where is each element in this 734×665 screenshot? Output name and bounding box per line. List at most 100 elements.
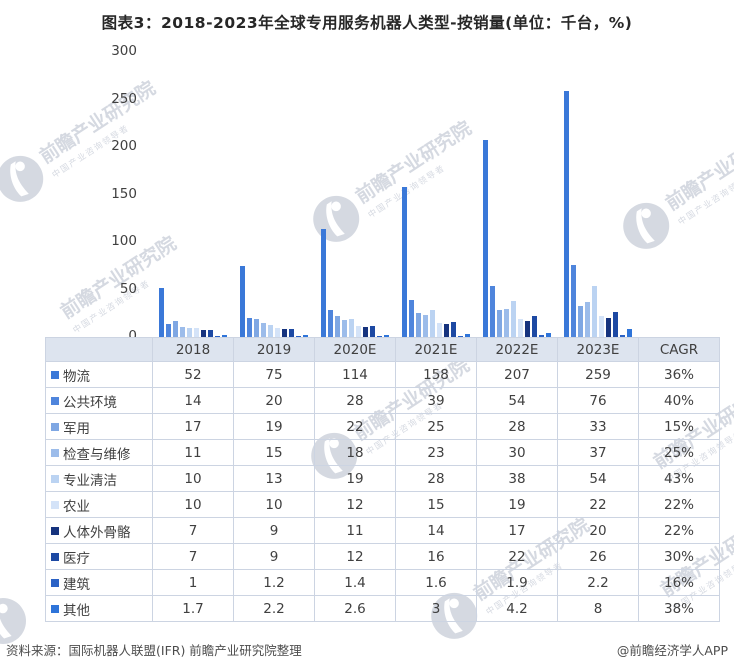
bar-物流-2018 (158, 287, 164, 337)
value-物流-2023E: 259 (557, 361, 639, 388)
bar-建筑-2021E (457, 335, 463, 337)
table-header-CAGR: CAGR (638, 337, 720, 362)
value-建筑-2019: 1.2 (233, 569, 315, 596)
value-公共环境-2021E: 39 (395, 387, 477, 414)
table-header-2020E: 2020E (314, 337, 396, 362)
table-row-医疗: 医疗 7 9 12 16 22 26 30% (45, 543, 720, 570)
legend-key-icon (51, 422, 59, 431)
value-农业-2022E: 19 (476, 491, 558, 518)
bar-plot (152, 52, 638, 337)
watermark-text: 前瞻产业研究院 (661, 123, 734, 215)
cagr-建筑: 16% (638, 569, 720, 596)
series-label-cell: 医疗 (45, 543, 153, 570)
value-农业-2019: 10 (233, 491, 315, 518)
cagr-专业清洁: 43% (638, 465, 720, 492)
bar-农业-2020E (355, 325, 361, 337)
value-建筑-2023E: 2.2 (557, 569, 639, 596)
bar-group-2018 (152, 52, 233, 337)
series-name: 物流 (63, 368, 90, 385)
value-军用-2020E: 22 (314, 413, 396, 440)
cagr-军用: 15% (638, 413, 720, 440)
legend-key-icon (51, 370, 59, 379)
bar-专业清洁-2019 (267, 324, 273, 337)
value-农业-2023E: 22 (557, 491, 639, 518)
value-专业清洁-2023E: 54 (557, 465, 639, 492)
series-label-cell: 农业 (45, 491, 153, 518)
series-name: 人体外骨骼 (63, 524, 131, 541)
table-row-建筑: 建筑 1 1.2 1.4 1.6 1.9 2.2 16% (45, 569, 720, 596)
series-label-cell: 物流 (45, 361, 153, 388)
bar-农业-2018 (193, 327, 199, 337)
value-军用-2023E: 33 (557, 413, 639, 440)
bar-医疗-2018 (207, 330, 213, 337)
cagr-其他: 38% (638, 595, 720, 622)
bar-农业-2023E (598, 316, 604, 337)
legend-key-icon (51, 526, 59, 535)
cagr-人体外骨骼: 22% (638, 517, 720, 544)
value-检查与维修-2021E: 23 (395, 439, 477, 466)
cagr-农业: 22% (638, 491, 720, 518)
value-检查与维修-2023E: 37 (557, 439, 639, 466)
bar-检查与维修-2019 (260, 322, 266, 337)
y-tick-0: 0 (128, 328, 137, 344)
value-建筑-2022E: 1.9 (476, 569, 558, 596)
bar-建筑-2022E (538, 335, 544, 337)
table-row-人体外骨骼: 人体外骨骼 7 9 11 14 17 20 22% (45, 517, 720, 544)
value-人体外骨骼-2023E: 20 (557, 517, 639, 544)
series-label-cell: 检查与维修 (45, 439, 153, 466)
bar-建筑-2020E (376, 335, 382, 337)
legend-key-icon (51, 396, 59, 405)
bar-人体外骨骼-2021E (443, 323, 449, 337)
series-label-cell: 军用 (45, 413, 153, 440)
value-其他-2018: 1.7 (152, 595, 234, 622)
value-物流-2018: 52 (152, 361, 234, 388)
value-医疗-2022E: 22 (476, 543, 558, 570)
value-检查与维修-2022E: 30 (476, 439, 558, 466)
legend-key-icon (51, 448, 59, 457)
table-corner-cell (45, 337, 153, 362)
value-其他-2023E: 8 (557, 595, 639, 622)
bar-专业清洁-2018 (186, 327, 192, 337)
series-label-cell: 建筑 (45, 569, 153, 596)
bar-军用-2018 (172, 320, 178, 337)
bar-检查与维修-2020E (341, 319, 347, 337)
cagr-公共环境: 40% (638, 387, 720, 414)
series-label-cell: 其他 (45, 595, 153, 622)
cagr-检查与维修: 25% (638, 439, 720, 466)
bar-其他-2022E (545, 333, 551, 337)
y-tick-250: 250 (111, 90, 137, 107)
value-军用-2018: 17 (152, 413, 234, 440)
bar-建筑-2023E (619, 334, 625, 337)
bar-军用-2020E (334, 316, 340, 337)
series-name: 农业 (63, 498, 90, 515)
y-tick-100: 100 (111, 233, 137, 249)
bar-公共环境-2020E (327, 310, 333, 337)
bar-农业-2021E (436, 322, 442, 337)
value-建筑-2018: 1 (152, 569, 234, 596)
value-物流-2019: 75 (233, 361, 315, 388)
value-军用-2021E: 25 (395, 413, 477, 440)
value-军用-2019: 19 (233, 413, 315, 440)
value-其他-2020E: 2.6 (314, 595, 396, 622)
bar-医疗-2020E (369, 325, 375, 337)
value-检查与维修-2018: 11 (152, 439, 234, 466)
value-物流-2021E: 158 (395, 361, 477, 388)
legend-key-icon (51, 552, 59, 561)
value-检查与维修-2019: 15 (233, 439, 315, 466)
value-公共环境-2020E: 28 (314, 387, 396, 414)
table-row-物流: 物流 52 75 114 158 207 259 36% (45, 361, 720, 388)
series-label-cell: 公共环境 (45, 387, 153, 414)
y-tick-200: 200 (111, 138, 137, 154)
table-header-2023E: 2023E (557, 337, 639, 362)
bar-物流-2023E (563, 90, 569, 337)
bar-group-2022E (476, 52, 557, 337)
table-row-军用: 军用 17 19 22 25 28 33 15% (45, 413, 720, 440)
value-专业清洁-2022E: 38 (476, 465, 558, 492)
bar-医疗-2023E (612, 312, 618, 337)
bar-公共环境-2019 (246, 318, 252, 337)
table-row-公共环境: 公共环境 14 20 28 39 54 76 40% (45, 387, 720, 414)
bar-专业清洁-2021E (429, 310, 435, 337)
bar-人体外骨骼-2022E (524, 320, 530, 337)
table-row-检查与维修: 检查与维修 11 15 18 23 30 37 25% (45, 439, 720, 466)
